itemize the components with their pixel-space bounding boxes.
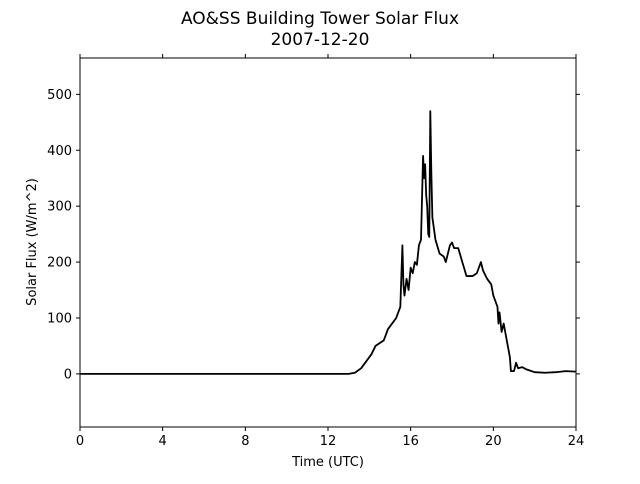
x-axis-label: Time (UTC) <box>291 455 364 470</box>
y-tick-label: 400 <box>47 144 72 159</box>
chart-subtitle: 2007-12-20 <box>271 30 370 50</box>
plot-frame <box>79 57 577 428</box>
y-tick-label: 300 <box>47 200 72 215</box>
x-tick-label: 24 <box>568 434 585 449</box>
data-line <box>80 110 577 375</box>
y-tick-label: 0 <box>64 367 72 382</box>
x-tick-label: 0 <box>76 434 84 449</box>
chart-title: AO&SS Building Tower Solar Flux <box>181 9 459 29</box>
x-tick-label: 8 <box>241 434 249 449</box>
x-tick-label: 20 <box>485 434 502 449</box>
x-tick-label: 12 <box>320 434 337 449</box>
x-tick-label: 16 <box>402 434 419 449</box>
y-tick-label: 100 <box>47 311 72 326</box>
y-axis-label: Solar Flux (W/m^2) <box>25 178 40 306</box>
y-tick-label: 200 <box>47 256 72 271</box>
x-tick-label: 4 <box>159 434 167 449</box>
y-tick-label: 500 <box>47 88 72 103</box>
